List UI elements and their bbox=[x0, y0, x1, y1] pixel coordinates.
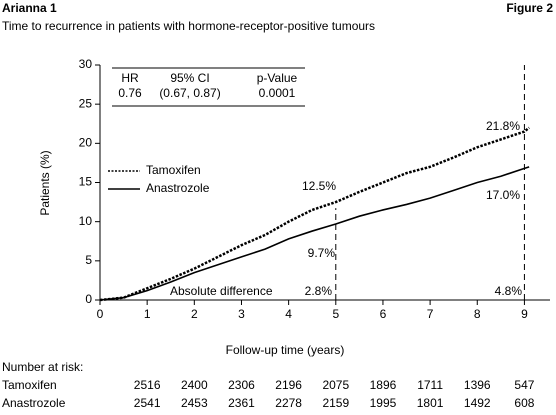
annotation: 4.8% bbox=[495, 284, 523, 298]
stats-header: p-Value bbox=[257, 71, 298, 85]
x-tick-label: 3 bbox=[238, 307, 245, 321]
risk-table-title: Number at risk: bbox=[2, 360, 83, 374]
stats-value: 0.0001 bbox=[259, 86, 296, 100]
y-tick-label: 20 bbox=[79, 136, 93, 150]
x-tick-label: 4 bbox=[285, 307, 292, 321]
y-axis-label: Patients (%) bbox=[38, 150, 52, 215]
stats-value: 0.76 bbox=[118, 86, 142, 100]
stats-header: HR bbox=[121, 71, 139, 85]
risk-value: 2453 bbox=[181, 396, 208, 410]
risk-value: 2306 bbox=[228, 378, 255, 392]
y-tick-label: 25 bbox=[79, 96, 93, 110]
series-line bbox=[99, 126, 530, 302]
y-tick-label: 15 bbox=[79, 175, 93, 189]
risk-value: 2516 bbox=[134, 378, 161, 392]
legend-label: Anastrozole bbox=[146, 181, 210, 195]
annotation: 21.8% bbox=[486, 119, 520, 133]
risk-value: 1896 bbox=[370, 378, 397, 392]
figure-label: Figure 2 bbox=[506, 1, 553, 15]
risk-value: 1396 bbox=[464, 378, 491, 392]
risk-value: 2400 bbox=[181, 378, 208, 392]
risk-value: 1711 bbox=[417, 378, 443, 392]
series-line bbox=[99, 166, 530, 301]
y-tick-label: 0 bbox=[85, 292, 92, 306]
x-tick-label: 9 bbox=[521, 307, 528, 321]
risk-row-label: Tamoxifen bbox=[2, 378, 57, 392]
risk-value: 1492 bbox=[464, 396, 491, 410]
risk-value: 608 bbox=[514, 396, 534, 410]
stats-value: (0.67, 0.87) bbox=[159, 86, 220, 100]
y-tick-label: 5 bbox=[85, 253, 92, 267]
risk-value: 547 bbox=[514, 378, 534, 392]
x-tick-label: 7 bbox=[427, 307, 434, 321]
annotation: 12.5% bbox=[302, 179, 336, 193]
x-axis-label: Follow-up time (years) bbox=[226, 343, 345, 357]
risk-value: 2361 bbox=[228, 396, 255, 410]
chart-title: Arianna 1 bbox=[2, 1, 57, 15]
x-tick-label: 8 bbox=[474, 307, 481, 321]
legend-label: Tamoxifen bbox=[146, 163, 201, 177]
x-tick-label: 6 bbox=[380, 307, 387, 321]
x-tick-label: 0 bbox=[97, 307, 104, 321]
risk-value: 1995 bbox=[370, 396, 397, 410]
risk-value: 2159 bbox=[322, 396, 349, 410]
annotation: 9.7% bbox=[308, 246, 336, 260]
y-tick-label: 30 bbox=[79, 57, 93, 71]
x-tick-label: 5 bbox=[332, 307, 339, 321]
annotation: 17.0% bbox=[486, 188, 520, 202]
subtitle: Time to recurrence in patients with horm… bbox=[2, 19, 375, 33]
risk-value: 1801 bbox=[417, 396, 444, 410]
risk-value: 2278 bbox=[275, 396, 302, 410]
x-tick-label: 2 bbox=[191, 307, 198, 321]
stats-header: 95% CI bbox=[170, 71, 209, 85]
risk-row-label: Anastrozole bbox=[2, 396, 66, 410]
y-tick-label: 10 bbox=[79, 214, 93, 228]
annotation: Absolute difference bbox=[170, 284, 273, 298]
risk-value: 2075 bbox=[322, 378, 349, 392]
annotation: 2.8% bbox=[305, 284, 333, 298]
risk-value: 2196 bbox=[275, 378, 302, 392]
x-tick-label: 1 bbox=[144, 307, 151, 321]
risk-value: 2541 bbox=[134, 396, 161, 410]
